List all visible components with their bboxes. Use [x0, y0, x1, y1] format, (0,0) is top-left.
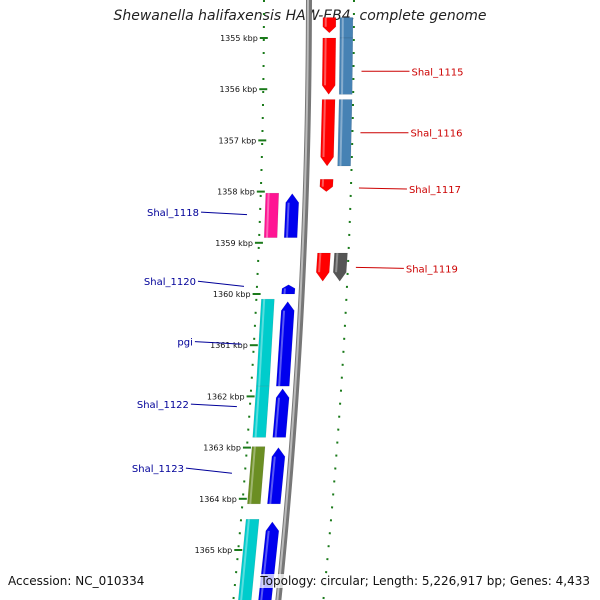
- gene-label: Shal_1122: [137, 400, 189, 411]
- label-leader: [194, 341, 241, 345]
- gene-feature: [337, 99, 353, 167]
- gene-feature: [272, 388, 290, 438]
- gene-highlight: [322, 99, 326, 158]
- gene-highlight: [274, 397, 280, 438]
- tick-label: 1362 kbp: [207, 392, 245, 401]
- left-guide-line: [232, 0, 265, 600]
- genome-backbone-highlight: [276, 0, 310, 600]
- label-leader: [190, 403, 237, 408]
- gene-highlight: [269, 456, 276, 505]
- tick-label: 1363 kbp: [203, 444, 241, 453]
- gene-feature: [338, 37, 354, 95]
- tick-label: 1358 kbp: [217, 188, 255, 197]
- right-guide-line: [322, 0, 355, 600]
- gene-feature: [267, 447, 286, 505]
- gene-highlight: [260, 530, 270, 600]
- gene-label: Shal_1120: [144, 277, 196, 288]
- gene-highlight: [339, 99, 343, 167]
- genes-layer: [238, 17, 354, 600]
- gene-highlight: [266, 193, 270, 238]
- tick-label: 1355 kbp: [220, 34, 258, 43]
- gene-highlight: [324, 37, 327, 86]
- labels-layer: Shal_1115 Shal_1116 Shal_1117 Shal_1118 Shal…: [132, 67, 464, 475]
- gene-highlight: [335, 252, 339, 273]
- topology-text: Topology: circular; Length: 5,226,917 bp…: [258, 574, 592, 588]
- gene-label: Shal_1118: [147, 208, 199, 219]
- gene-label: Shal_1119: [406, 264, 458, 275]
- ticks-layer: 1355 kbp 1356 kbp 1357 kbp 1358 kbp 1359 kbp…: [195, 34, 268, 555]
- gene-label: Shal_1117: [409, 185, 461, 196]
- gene-highlight: [278, 310, 286, 387]
- gene-highlight: [318, 252, 322, 273]
- gene-feature: [322, 17, 337, 34]
- genome-backbone: [275, 0, 313, 600]
- label-leader: [201, 211, 248, 216]
- gene-highlight: [341, 37, 344, 95]
- gene-feature: [332, 252, 348, 282]
- gene-label: Shal_1123: [132, 464, 184, 475]
- gene-label: Shal_1116: [410, 129, 462, 140]
- gene-feature: [321, 37, 337, 95]
- gene-feature: [263, 192, 280, 238]
- gene-feature: [319, 179, 334, 192]
- tick-label: 1364 kbp: [199, 495, 237, 504]
- gene-feature: [283, 193, 300, 238]
- gene-label: pgi: [177, 338, 192, 349]
- tick-label: 1365 kbp: [195, 546, 233, 555]
- gene-feature: [281, 284, 296, 295]
- gene-feature: [238, 519, 260, 600]
- backbone-layer: [275, 0, 313, 600]
- gene-highlight: [258, 299, 266, 387]
- gene-feature: [256, 298, 275, 387]
- gene-highlight: [254, 386, 261, 438]
- gene-highlight: [286, 202, 290, 238]
- gene-feature: [315, 252, 331, 282]
- accession-text: Accession: NC_010334: [8, 574, 145, 588]
- map-title: Shewanella halifaxensis HAW-EB4, complet…: [113, 8, 487, 24]
- gene-highlight: [240, 519, 250, 600]
- label-leader: [185, 467, 232, 474]
- label-leader: [355, 266, 404, 269]
- label-leader: [358, 187, 407, 190]
- gene-feature: [320, 99, 336, 167]
- gene-feature: [252, 385, 270, 438]
- tick-label: 1356 kbp: [220, 85, 258, 94]
- gene-highlight: [249, 446, 256, 505]
- tick-label: 1361 kbp: [210, 341, 248, 350]
- gene-feature: [247, 446, 266, 505]
- gene-feature: [276, 301, 295, 387]
- dotted-guides: [232, 0, 355, 600]
- tick-label: 1357 kbp: [219, 136, 257, 145]
- gene-label: Shal_1115: [411, 67, 463, 78]
- tick-label: 1360 kbp: [213, 290, 251, 299]
- tick-label: 1359 kbp: [215, 239, 253, 248]
- gene-feature: [339, 17, 354, 39]
- label-leader: [197, 280, 245, 287]
